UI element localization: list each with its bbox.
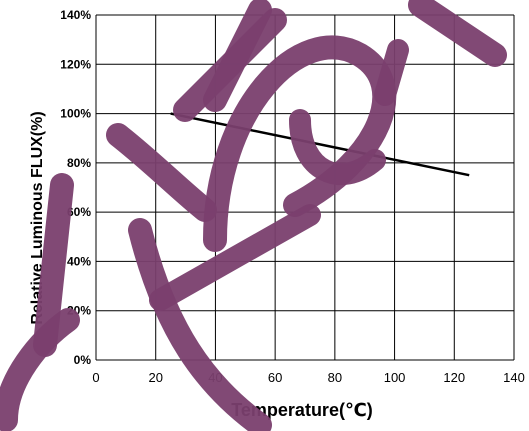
y-tick-label: 120% bbox=[60, 57, 91, 71]
x-tick-label: 0 bbox=[92, 370, 99, 385]
x-tick-label: 140 bbox=[503, 370, 525, 385]
y-tick-label: 0% bbox=[74, 353, 92, 367]
x-tick-label: 20 bbox=[148, 370, 162, 385]
x-tick-label: 60 bbox=[268, 370, 282, 385]
watermark-stroke-2 bbox=[33, 173, 74, 357]
y-tick-label: 100% bbox=[60, 107, 91, 121]
y-tick-labels: 0%20%40%60%80%100%120%140% bbox=[60, 8, 91, 367]
watermark-stroke-8 bbox=[203, 0, 272, 112]
x-tick-label: 80 bbox=[328, 370, 342, 385]
x-tick-label: 120 bbox=[443, 370, 465, 385]
y-tick-label: 40% bbox=[67, 254, 91, 268]
watermark-stroke-4 bbox=[128, 218, 272, 431]
y-tick-label: 60% bbox=[67, 205, 91, 219]
watermark-logo bbox=[0, 0, 507, 431]
watermark-stroke-5 bbox=[149, 204, 321, 311]
x-tick-labels: 0 20 40 60 80 100 120 140 bbox=[92, 370, 524, 385]
watermark-stroke-10 bbox=[408, 0, 507, 67]
series-line bbox=[170, 112, 470, 177]
x-tick-label: 100 bbox=[384, 370, 406, 385]
y-tick-label: 80% bbox=[67, 156, 91, 170]
y-tick-label: 140% bbox=[60, 8, 91, 22]
watermark-stroke-11 bbox=[374, 39, 409, 106]
watermark-stroke-3 bbox=[106, 123, 217, 222]
watermark-stroke-7 bbox=[203, 35, 397, 252]
chart-series bbox=[170, 112, 470, 177]
watermark-stroke-9 bbox=[289, 109, 386, 186]
